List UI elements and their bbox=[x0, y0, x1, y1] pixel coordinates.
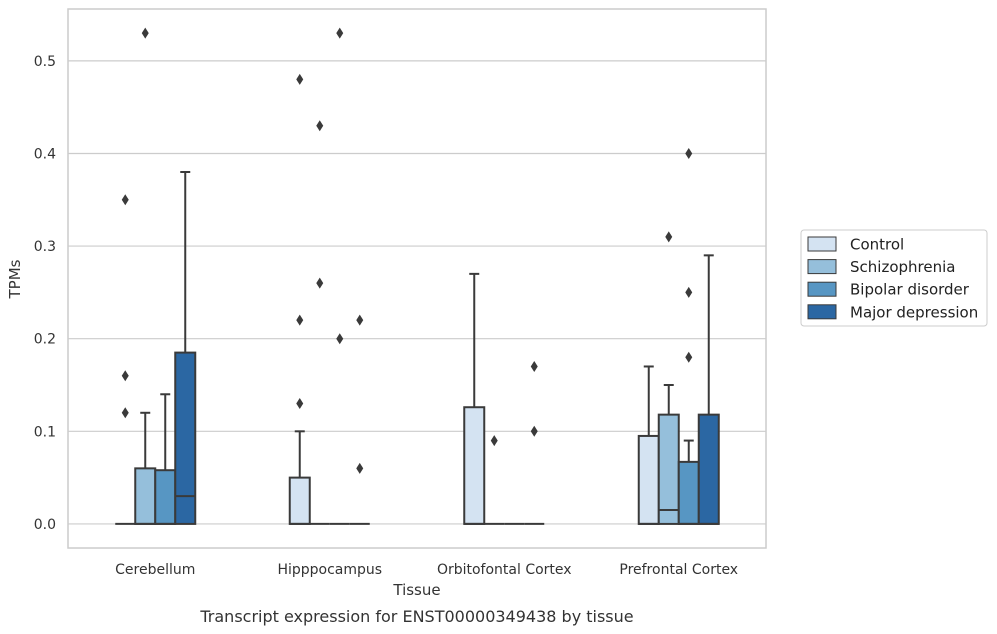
box-group bbox=[657, 231, 680, 525]
y-tick-label: 0.3 bbox=[34, 239, 56, 255]
outlier-point bbox=[665, 231, 673, 243]
box-body bbox=[174, 351, 197, 525]
box-body bbox=[134, 467, 157, 525]
legend-label: Major depression bbox=[850, 303, 978, 321]
box-group bbox=[697, 254, 720, 525]
box-body bbox=[657, 413, 680, 525]
chart-caption: Transcript expression for ENST0000034943… bbox=[199, 607, 633, 626]
outlier-point bbox=[121, 194, 129, 206]
box-group bbox=[115, 194, 136, 525]
outlier-point bbox=[316, 277, 324, 289]
box-group bbox=[463, 272, 486, 525]
box-group bbox=[637, 365, 660, 525]
y-axis-title: TPMs bbox=[6, 259, 24, 299]
x-tick-label: Orbitofontal Cortex bbox=[437, 562, 572, 578]
x-axis-ticks: Cerebellum Hipppocampus Orbitofontal Corte… bbox=[115, 562, 738, 578]
legend-label: Control bbox=[850, 236, 904, 254]
x-axis-title: Tissue bbox=[392, 581, 440, 599]
outlier-point bbox=[141, 27, 149, 39]
x-tick-label: Prefrontal Cortex bbox=[619, 562, 738, 578]
outlier-point bbox=[490, 435, 498, 447]
box-group bbox=[349, 314, 370, 525]
outlier-point bbox=[121, 407, 129, 419]
plot-area-frame bbox=[67, 8, 767, 549]
legend: Control Schizophrenia Bipolar disorder Majo… bbox=[800, 229, 988, 327]
y-tick-label: 0.5 bbox=[34, 54, 56, 70]
outlier-point bbox=[296, 73, 304, 85]
y-tick-label: 0.0 bbox=[34, 517, 56, 533]
outlier-point bbox=[685, 351, 693, 363]
legend-frame bbox=[800, 229, 988, 327]
outlier-point bbox=[316, 120, 324, 132]
box-body bbox=[288, 476, 311, 525]
y-tick-label: 0.4 bbox=[34, 146, 56, 162]
x-tick-label: Hipppocampus bbox=[277, 562, 382, 578]
outlier-point bbox=[336, 27, 344, 39]
box-group bbox=[484, 435, 505, 525]
outlier-point bbox=[530, 360, 538, 372]
y-tick-label: 0.1 bbox=[34, 424, 56, 440]
box-group bbox=[174, 170, 197, 525]
legend-label: Bipolar disorder bbox=[850, 281, 970, 299]
box-body bbox=[637, 434, 660, 525]
y-tick-label: 0.2 bbox=[34, 332, 56, 348]
outlier-point bbox=[685, 286, 693, 298]
legend-swatch bbox=[807, 236, 837, 252]
outlier-point bbox=[336, 333, 344, 345]
box-group bbox=[677, 147, 700, 525]
box-body bbox=[463, 406, 486, 525]
outlier-point bbox=[356, 314, 364, 326]
box-group bbox=[309, 120, 330, 525]
outlier-point bbox=[121, 370, 129, 382]
legend-label: Schizophrenia bbox=[850, 258, 955, 276]
box-group bbox=[329, 27, 350, 525]
box-group bbox=[288, 73, 311, 525]
legend-swatch bbox=[807, 259, 837, 275]
box-body bbox=[154, 469, 177, 525]
box-body bbox=[677, 460, 700, 525]
outlier-point bbox=[296, 314, 304, 326]
box-body bbox=[697, 413, 720, 525]
x-tick-label: Cerebellum bbox=[115, 562, 195, 578]
outlier-point bbox=[530, 425, 538, 437]
legend-swatch bbox=[807, 304, 837, 320]
box-group bbox=[134, 27, 157, 525]
box-group bbox=[524, 360, 545, 525]
boxes bbox=[115, 27, 720, 525]
outlier-point bbox=[685, 147, 693, 159]
box-group bbox=[154, 393, 177, 525]
outlier-point bbox=[296, 398, 304, 410]
legend-swatch bbox=[807, 281, 837, 297]
outlier-point bbox=[356, 462, 364, 474]
y-axis-ticks: 0.0 0.1 0.2 0.3 0.4 0.5 bbox=[34, 54, 56, 533]
